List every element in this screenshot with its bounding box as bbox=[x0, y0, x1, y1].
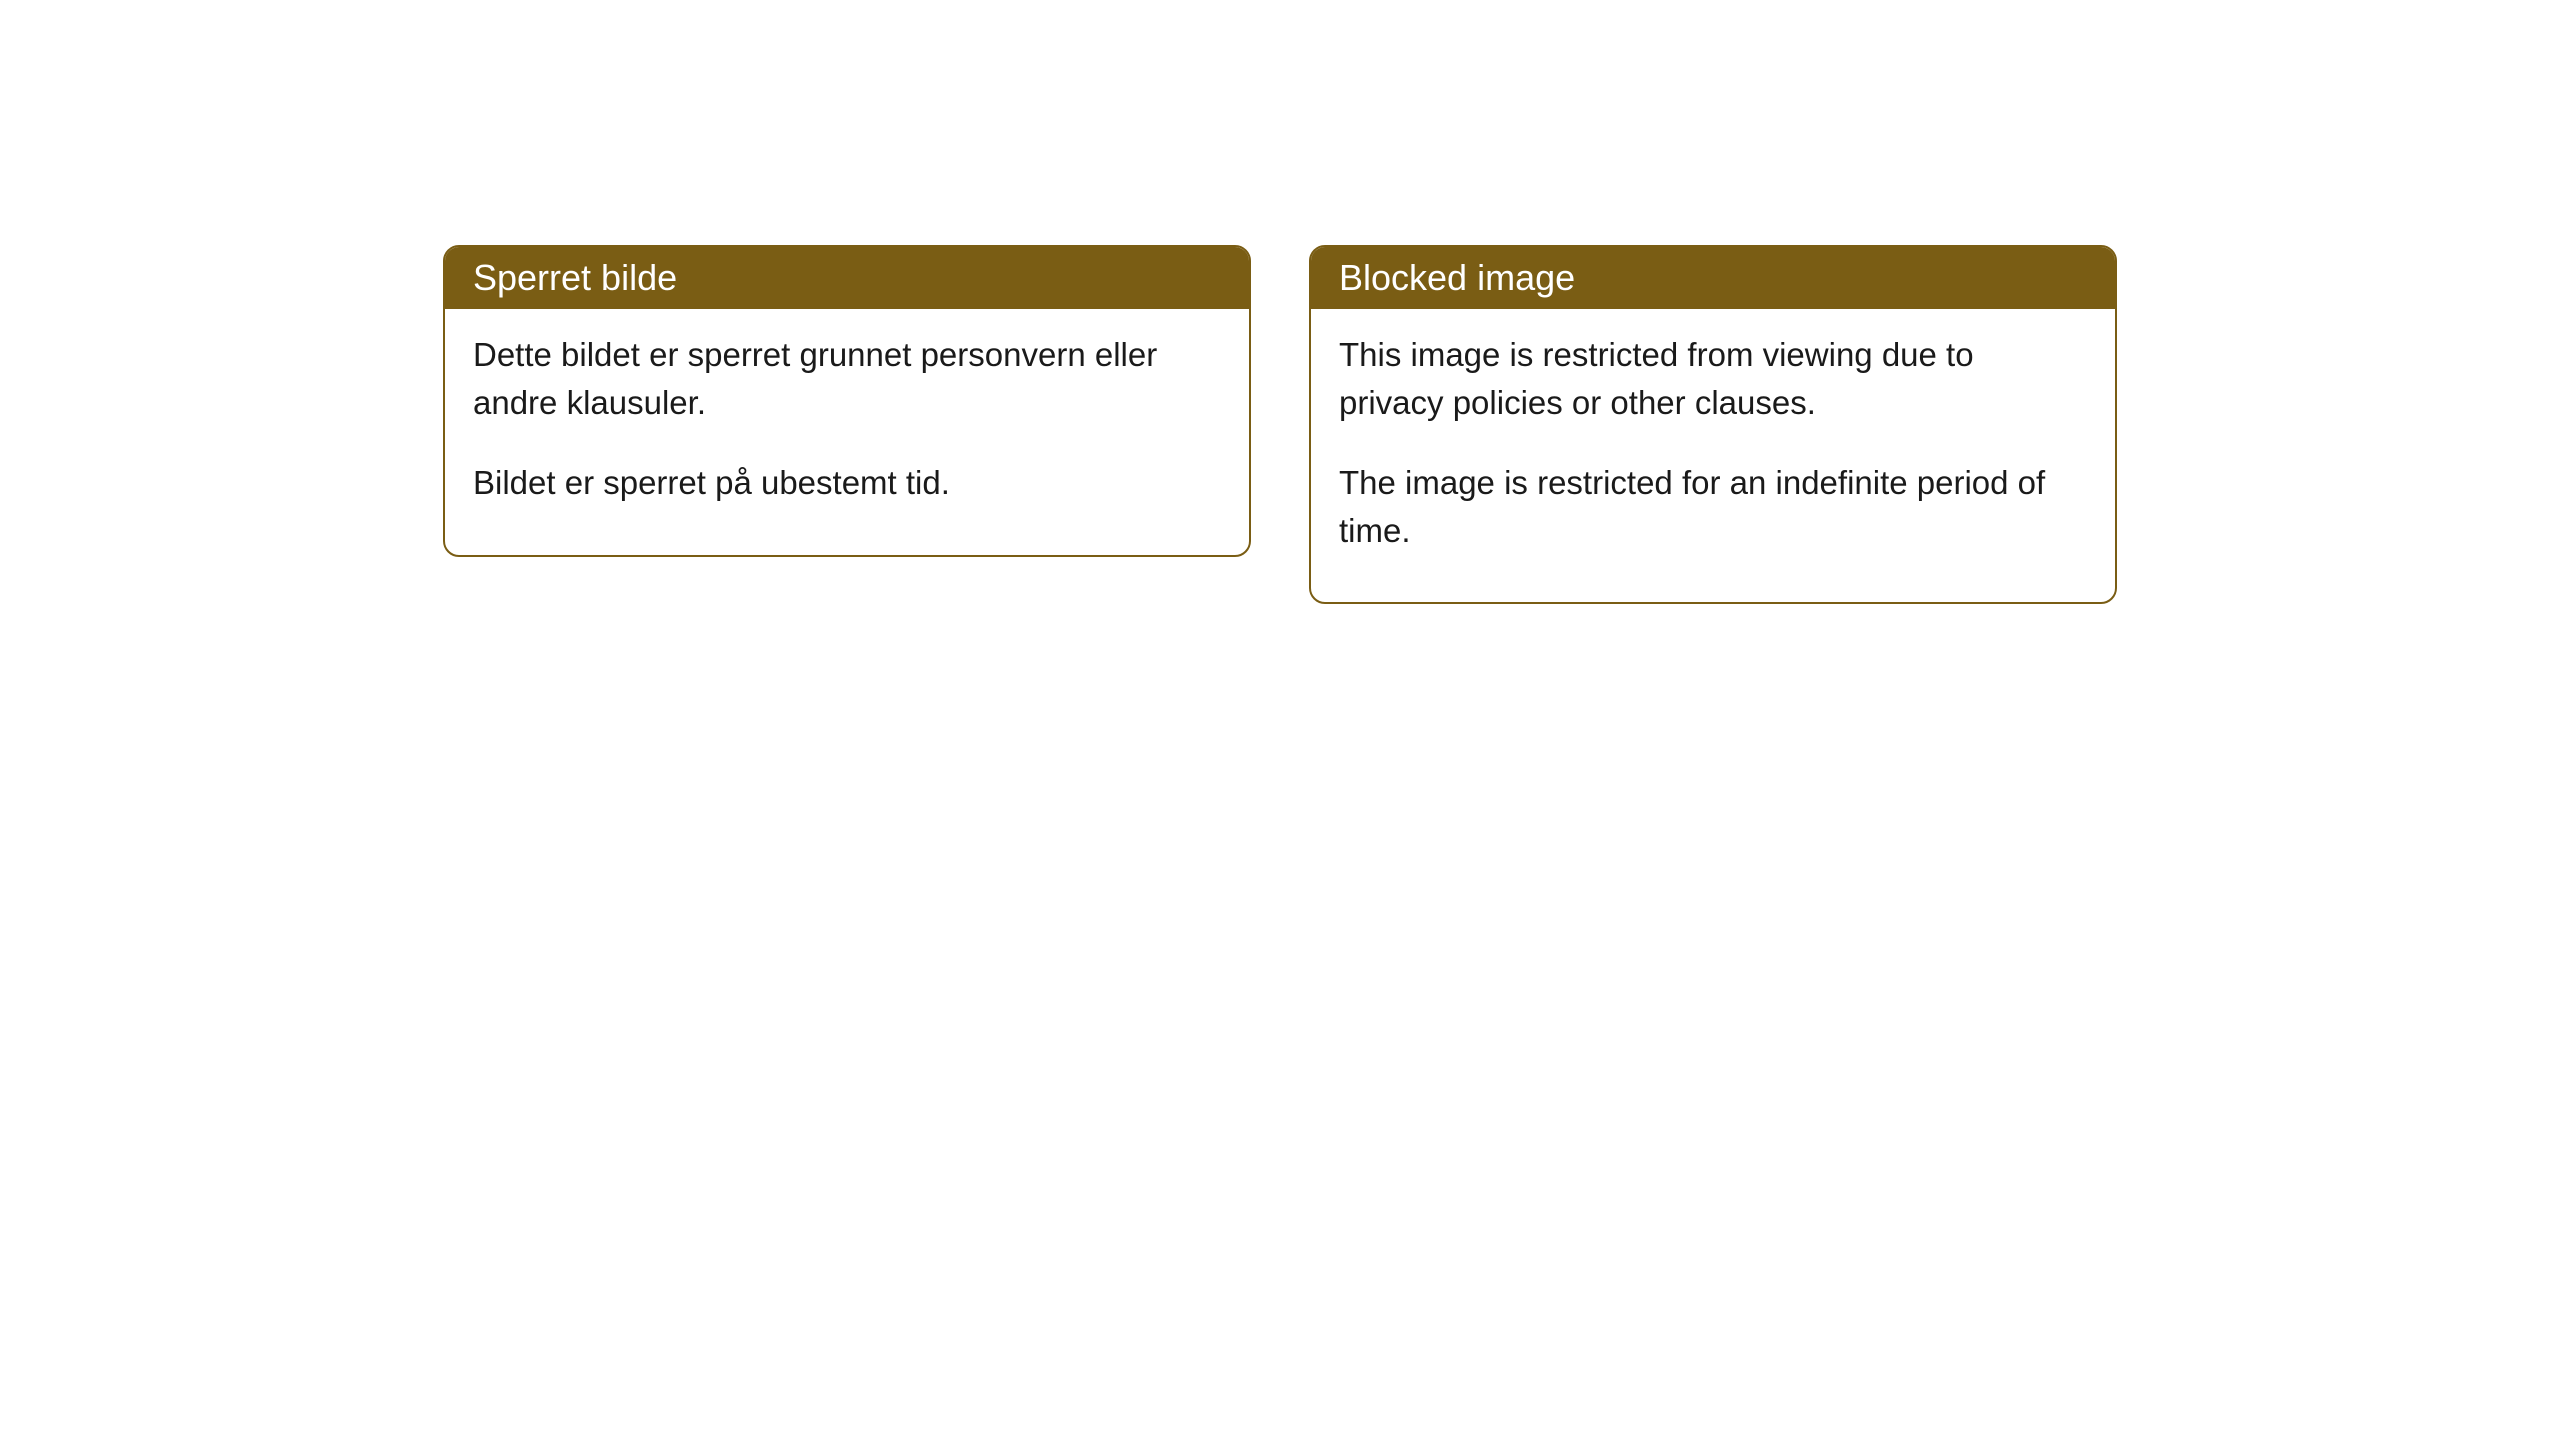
card-title: Sperret bilde bbox=[473, 257, 677, 298]
card-header: Sperret bilde bbox=[445, 247, 1249, 309]
cards-container: Sperret bilde Dette bildet er sperret gr… bbox=[443, 245, 2117, 1440]
card-paragraph: Dette bildet er sperret grunnet personve… bbox=[473, 331, 1221, 427]
card-paragraph: This image is restricted from viewing du… bbox=[1339, 331, 2087, 427]
card-title: Blocked image bbox=[1339, 257, 1575, 298]
blocked-image-card-english: Blocked image This image is restricted f… bbox=[1309, 245, 2117, 604]
card-paragraph: Bildet er sperret på ubestemt tid. bbox=[473, 459, 1221, 507]
card-body: This image is restricted from viewing du… bbox=[1311, 309, 2115, 602]
blocked-image-card-norwegian: Sperret bilde Dette bildet er sperret gr… bbox=[443, 245, 1251, 557]
card-header: Blocked image bbox=[1311, 247, 2115, 309]
card-paragraph: The image is restricted for an indefinit… bbox=[1339, 459, 2087, 555]
card-body: Dette bildet er sperret grunnet personve… bbox=[445, 309, 1249, 555]
